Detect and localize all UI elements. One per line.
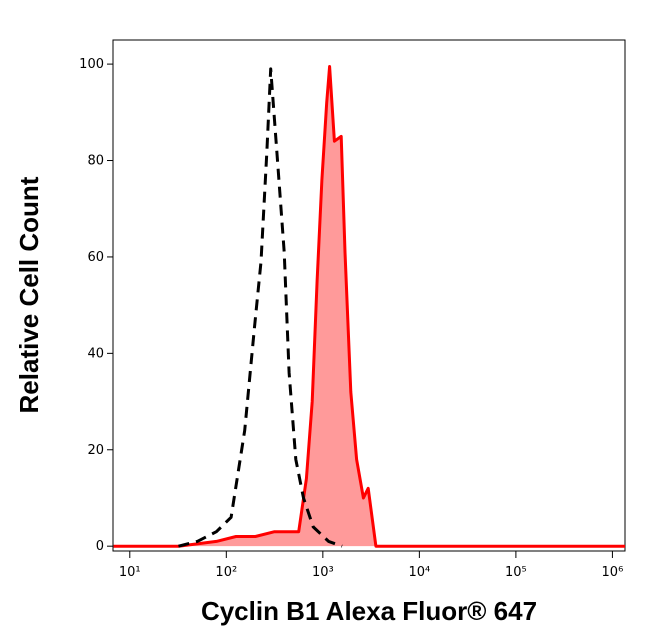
y-tick-label: 40 (87, 346, 104, 361)
x-tick-label: 10⁶ (602, 565, 624, 580)
y-axis-title: Relative Cell Count (14, 176, 44, 413)
y-tick-label: 60 (87, 250, 104, 265)
x-tick-label: 10³ (312, 565, 334, 580)
plot-frame (112, 39, 626, 552)
x-tick-label: 10⁵ (505, 565, 527, 580)
series-line (178, 67, 343, 548)
y-tick-label: 0 (96, 539, 104, 554)
y-tick-label: 20 (87, 443, 104, 458)
x-tick-label: 10² (215, 565, 237, 580)
y-tick-label: 80 (87, 154, 104, 169)
x-tick-label: 10⁴ (408, 565, 430, 580)
x-axis-title: Cyclin B1 Alexa Fluor® 647 (201, 596, 537, 626)
area (113, 66, 625, 547)
y-tick-label: 100 (79, 57, 104, 72)
series-line (113, 65, 625, 548)
x-tick-label: 10¹ (119, 565, 141, 580)
